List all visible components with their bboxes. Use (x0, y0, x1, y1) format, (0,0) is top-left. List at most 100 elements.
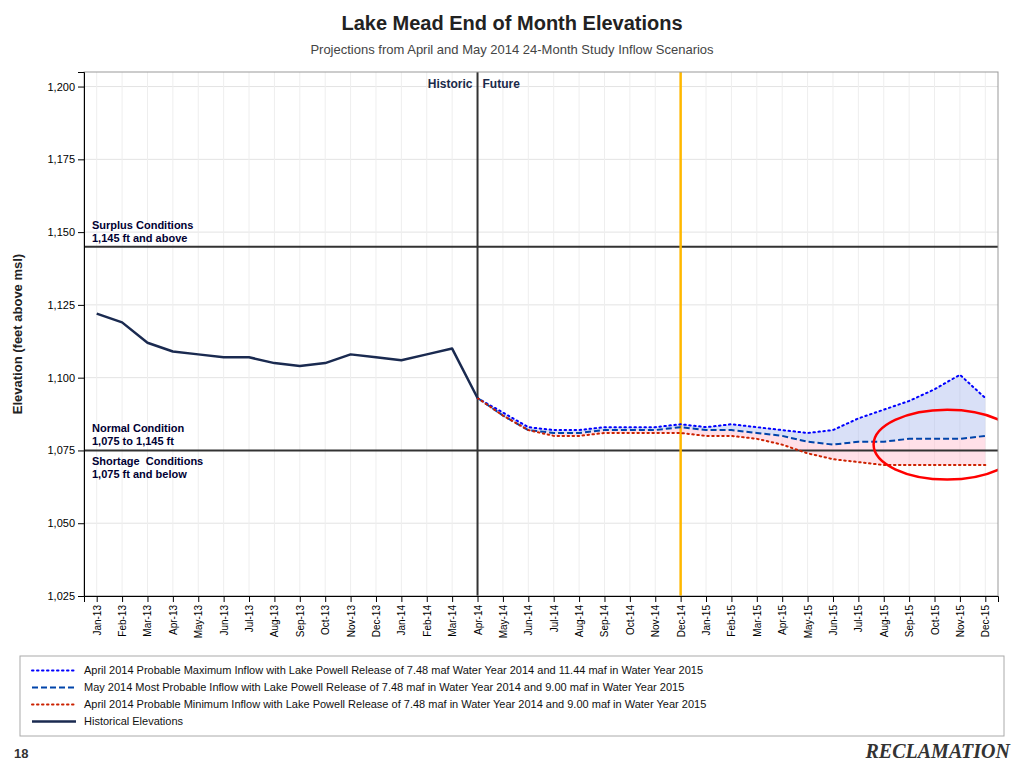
series-line (478, 375, 986, 433)
x-axis: Jan-13Feb-13Mar-13Apr-13May-13Jun-13Jul-… (85, 596, 999, 638)
x-tick-mark (97, 596, 98, 602)
x-tick-mark (351, 596, 352, 602)
x-tick: Nov-13 (346, 596, 357, 637)
y-tick-label: 1,125 (47, 299, 75, 311)
x-tick-label: Feb-14 (422, 605, 433, 637)
x-grid-line (198, 72, 199, 596)
x-grid-line (96, 72, 97, 596)
plot-frame (84, 72, 998, 596)
x-tick-label: Jan-15 (701, 605, 712, 636)
x-tick: Oct-13 (320, 596, 331, 635)
x-grid-line (832, 72, 833, 596)
x-tick-mark (198, 596, 199, 602)
x-tick: Mar-15 (752, 596, 763, 637)
x-tick-mark (935, 596, 936, 602)
footer-text: RECLAMATION (865, 740, 1012, 762)
x-tick: Jun-15 (828, 596, 839, 636)
legend-swatch (32, 687, 76, 689)
y-axis: 1,0251,0501,0751,1001,1251,1501,1751,200 (47, 73, 84, 603)
x-tick-mark (604, 596, 605, 602)
y-grid-line (84, 304, 998, 305)
x-grid-line (299, 72, 300, 596)
x-tick: Sep-14 (599, 596, 610, 637)
x-tick: Mar-14 (447, 596, 458, 637)
x-tick-label: Jun-13 (219, 605, 230, 636)
x-tick-label: Feb-13 (117, 605, 128, 637)
x-tick-label: Dec-15 (980, 605, 991, 638)
x-tick-mark (173, 596, 174, 602)
annotations: Surplus Conditions1,145 ft and aboveNorm… (92, 77, 520, 480)
chart-title: Lake Mead End of Month Elevations (341, 12, 682, 34)
x-tick: Mar-13 (142, 596, 153, 637)
threshold-label: Surplus Conditions1,145 ft and above (92, 219, 193, 244)
x-tick-label: Sep-14 (599, 605, 610, 638)
x-grid-line (172, 72, 173, 596)
x-grid-line (782, 72, 783, 596)
y-tick: 1,075 (47, 444, 84, 456)
y-grid-line (84, 377, 998, 378)
legend-swatch (32, 670, 76, 672)
threshold-label: Shortage Conditions1,075 ft and below (92, 455, 203, 480)
x-tick-mark (960, 596, 961, 602)
y-tick-mark (78, 450, 84, 451)
y-tick-label: 1,150 (47, 226, 75, 238)
y-grid-line (84, 86, 998, 87)
x-tick: Feb-14 (422, 596, 433, 637)
x-tick: Dec-15 (980, 596, 991, 637)
x-tick-label: Mar-15 (752, 605, 763, 637)
chart-container: Lake Mead End of Month Elevations Project… (0, 0, 1024, 768)
y-tick: 1,050 (47, 517, 84, 529)
grid (84, 72, 998, 596)
series-line (97, 314, 478, 398)
x-tick-mark (503, 596, 504, 602)
x-grid-line (452, 72, 453, 596)
x-tick-mark (630, 596, 631, 602)
x-grid-line (731, 72, 732, 596)
x-tick-mark (274, 596, 275, 602)
y-tick-mark (78, 596, 84, 597)
y-tick-mark (78, 378, 84, 379)
x-tick-mark (554, 596, 555, 602)
y-tick: 1,125 (47, 299, 84, 311)
x-tick-mark (884, 596, 885, 602)
y-tick-label: 1,200 (47, 81, 75, 93)
x-tick-mark (147, 596, 148, 602)
y-tick: 1,100 (47, 372, 84, 384)
x-grid-line (629, 72, 630, 596)
x-tick: Nov-15 (955, 596, 966, 637)
x-tick: Jul-13 (244, 596, 255, 632)
x-tick: Aug-13 (269, 596, 280, 637)
x-grid-line (528, 72, 529, 596)
x-tick: Jan-14 (396, 596, 407, 636)
legend-label: May 2014 Most Probable Inflow with Lake … (84, 681, 684, 693)
vertical-line (679, 72, 682, 596)
x-tick-label: Feb-15 (726, 605, 737, 637)
x-tick-label: Apr-15 (777, 605, 788, 635)
y-tick: 1,200 (47, 81, 84, 93)
x-tick-label: Apr-13 (168, 605, 179, 635)
x-tick: Nov-14 (650, 596, 661, 637)
x-grid-line (579, 72, 580, 596)
x-tick: Jul-15 (853, 596, 864, 632)
x-tick-label: Jul-13 (244, 605, 255, 633)
x-grid-line (122, 72, 123, 596)
x-tick: Aug-14 (574, 596, 585, 637)
x-tick: Aug-15 (879, 596, 890, 637)
x-tick: May-13 (193, 596, 204, 638)
y-tick-mark (78, 523, 84, 524)
x-tick-label: May-15 (803, 605, 814, 639)
x-grid-line (375, 72, 376, 596)
x-tick-mark (706, 596, 707, 602)
x-grid-line (959, 72, 960, 596)
x-tick-label: Jun-14 (523, 605, 534, 636)
x-grid-line (706, 72, 707, 596)
x-tick-mark (808, 596, 809, 602)
x-tick-label: Jul-14 (549, 605, 560, 633)
x-tick-mark (985, 596, 986, 602)
x-tick-label: May-14 (498, 605, 509, 639)
x-tick: Sep-13 (295, 596, 306, 637)
x-tick-label: Apr-14 (473, 605, 484, 635)
x-tick-label: Oct-14 (625, 605, 636, 635)
chart-subtitle: Projections from April and May 2014 24-M… (310, 42, 714, 57)
x-grid-line (502, 72, 503, 596)
